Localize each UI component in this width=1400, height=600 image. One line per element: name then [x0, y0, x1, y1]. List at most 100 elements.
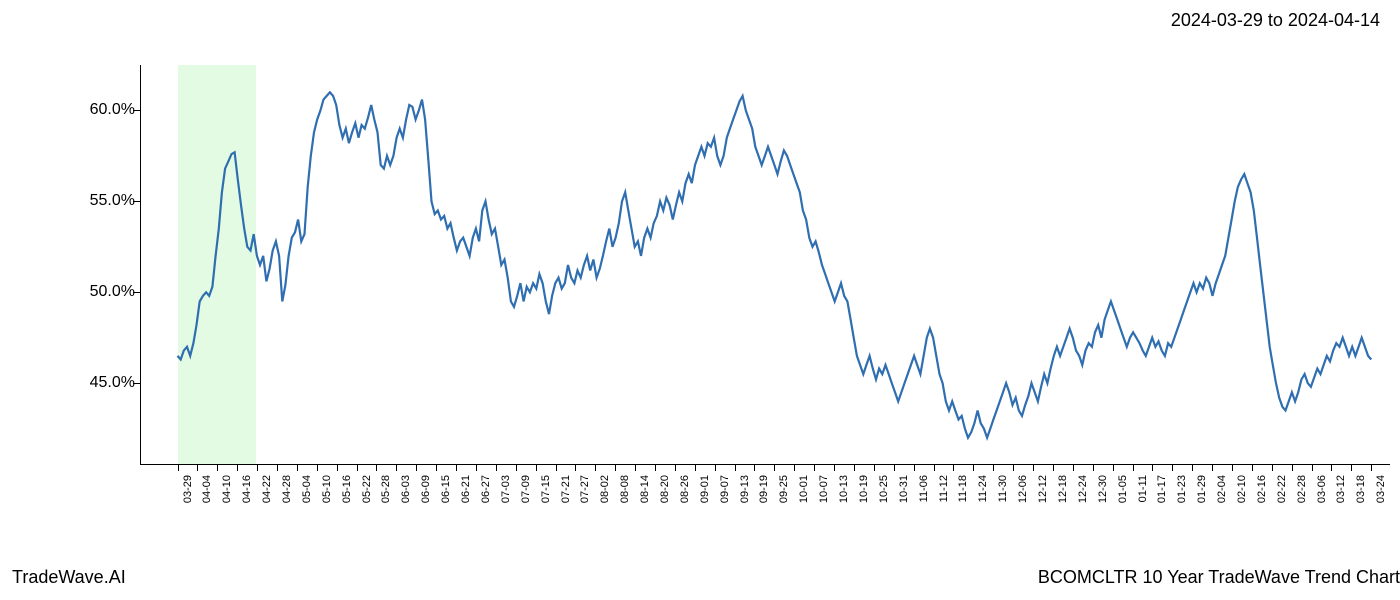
- x-tick: [1113, 465, 1114, 471]
- x-axis-label: 07-03: [500, 475, 512, 503]
- x-tick: [1013, 465, 1014, 471]
- x-axis-label: 08-02: [599, 475, 611, 503]
- x-axis-label: 03-29: [182, 475, 194, 503]
- plot-border: [140, 65, 1390, 465]
- x-tick: [1331, 465, 1332, 471]
- x-axis-label: 08-20: [659, 475, 671, 503]
- footer-brand: TradeWave.AI: [12, 567, 126, 588]
- x-tick: [934, 465, 935, 471]
- y-tick: [133, 110, 140, 111]
- x-tick: [1292, 465, 1293, 471]
- x-tick: [894, 465, 895, 471]
- x-tick: [814, 465, 815, 471]
- x-tick: [854, 465, 855, 471]
- x-axis-label: 05-22: [361, 475, 373, 503]
- x-axis-label: 07-27: [579, 475, 591, 503]
- x-axis-label: 12-06: [1017, 475, 1029, 503]
- x-tick: [197, 465, 198, 471]
- x-axis-label: 06-21: [460, 475, 472, 503]
- x-tick: [536, 465, 537, 471]
- x-tick: [217, 465, 218, 471]
- x-axis-label: 03-18: [1355, 475, 1367, 503]
- x-tick: [874, 465, 875, 471]
- x-tick: [416, 465, 417, 471]
- x-tick: [1093, 465, 1094, 471]
- x-axis-label: 12-18: [1057, 475, 1069, 503]
- x-axis-label: 08-14: [639, 475, 651, 503]
- x-tick: [715, 465, 716, 471]
- y-axis-label: 55.0%: [90, 192, 135, 210]
- x-tick: [635, 465, 636, 471]
- x-tick: [993, 465, 994, 471]
- x-axis-label: 06-15: [440, 475, 452, 503]
- x-axis-label: 06-27: [480, 475, 492, 503]
- x-axis-label: 12-30: [1097, 475, 1109, 503]
- x-axis-label: 07-09: [520, 475, 532, 503]
- x-axis-label: 10-07: [818, 475, 830, 503]
- x-axis-label: 03-06: [1316, 475, 1328, 503]
- x-axis-label: 11-12: [938, 475, 950, 502]
- x-tick: [1053, 465, 1054, 471]
- x-tick: [1212, 465, 1213, 471]
- x-tick: [1312, 465, 1313, 471]
- x-axis-label: 03-12: [1335, 475, 1347, 503]
- x-axis-label: 07-15: [540, 475, 552, 503]
- x-tick: [655, 465, 656, 471]
- x-axis-label: 02-16: [1256, 475, 1268, 503]
- x-tick: [456, 465, 457, 471]
- x-axis-label: 09-07: [719, 475, 731, 503]
- y-axis-label: 60.0%: [90, 101, 135, 119]
- x-axis-label: 08-08: [619, 475, 631, 503]
- x-tick: [1033, 465, 1034, 471]
- x-tick: [237, 465, 238, 471]
- x-tick: [1371, 465, 1372, 471]
- x-axis-label: 06-03: [400, 475, 412, 503]
- y-tick: [133, 201, 140, 202]
- x-axis-label: 04-22: [261, 475, 273, 503]
- x-tick: [178, 465, 179, 471]
- x-axis-label: 10-19: [858, 475, 870, 503]
- x-axis-label: 12-12: [1037, 475, 1049, 503]
- x-tick: [1252, 465, 1253, 471]
- x-tick: [575, 465, 576, 471]
- x-axis-label: 05-04: [301, 475, 313, 503]
- x-tick: [1272, 465, 1273, 471]
- x-axis-label: 10-31: [898, 475, 910, 503]
- x-axis-label: 11-30: [997, 475, 1009, 502]
- x-axis-label: 09-01: [699, 475, 711, 503]
- x-axis-label: 01-05: [1117, 475, 1129, 503]
- x-tick: [615, 465, 616, 471]
- date-range-label: 2024-03-29 to 2024-04-14: [1171, 10, 1380, 31]
- x-axis-label: 03-24: [1375, 475, 1387, 503]
- x-tick: [396, 465, 397, 471]
- x-tick: [516, 465, 517, 471]
- x-tick: [834, 465, 835, 471]
- x-tick: [436, 465, 437, 471]
- x-tick: [1192, 465, 1193, 471]
- y-axis-label: 50.0%: [90, 283, 135, 301]
- x-tick: [1172, 465, 1173, 471]
- x-tick: [476, 465, 477, 471]
- x-axis-label: 04-16: [241, 475, 253, 503]
- x-axis-label: 05-10: [321, 475, 333, 503]
- x-tick: [695, 465, 696, 471]
- x-tick: [1133, 465, 1134, 471]
- x-axis-label: 02-22: [1276, 475, 1288, 503]
- x-axis-label: 02-04: [1216, 475, 1228, 503]
- x-axis-label: 11-06: [918, 475, 930, 502]
- x-axis-label: 04-10: [221, 475, 233, 503]
- x-tick: [675, 465, 676, 471]
- x-axis-label: 12-24: [1077, 475, 1089, 503]
- x-tick: [754, 465, 755, 471]
- x-axis-label: 08-26: [679, 475, 691, 503]
- x-axis-label: 04-28: [281, 475, 293, 503]
- x-tick: [794, 465, 795, 471]
- x-tick: [1152, 465, 1153, 471]
- x-axis-label: 01-29: [1196, 475, 1208, 503]
- x-axis-label: 01-11: [1137, 475, 1149, 502]
- x-axis-label: 09-13: [739, 475, 751, 503]
- x-tick: [953, 465, 954, 471]
- x-tick: [357, 465, 358, 471]
- x-axis-label: 07-21: [560, 475, 572, 503]
- x-tick: [595, 465, 596, 471]
